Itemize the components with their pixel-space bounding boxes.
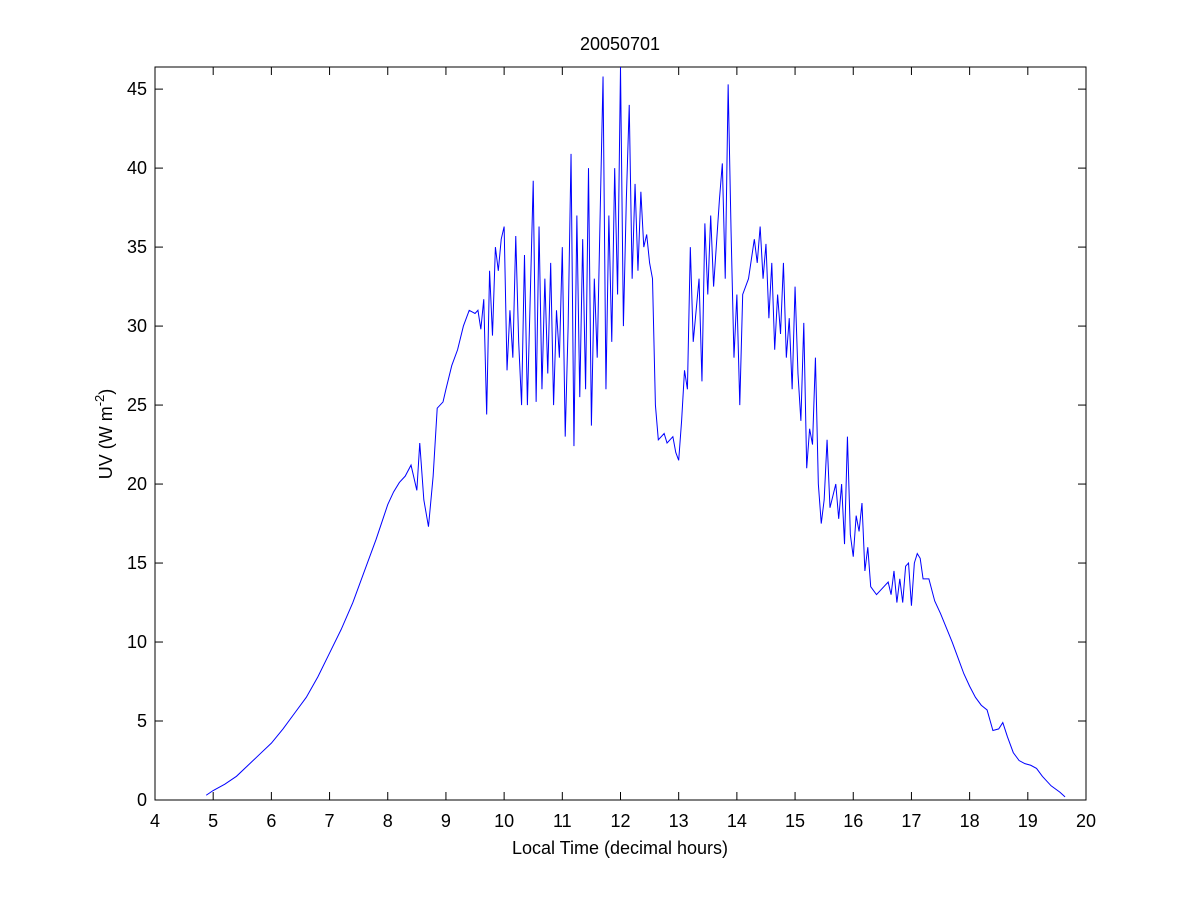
x-tick-label: 7 — [325, 811, 335, 831]
y-tick-label: 15 — [127, 553, 147, 573]
y-tick-label: 40 — [127, 158, 147, 178]
x-tick-label: 9 — [441, 811, 451, 831]
y-axis-label-exponent: -2 — [92, 395, 107, 407]
x-tick-label: 12 — [610, 811, 630, 831]
x-tick-label: 17 — [901, 811, 921, 831]
x-tick-label: 15 — [785, 811, 805, 831]
y-tick-label: 45 — [127, 79, 147, 99]
y-tick-label: 0 — [137, 790, 147, 810]
x-tick-label: 14 — [727, 811, 747, 831]
y-tick-label: 35 — [127, 237, 147, 257]
y-tick-label: 30 — [127, 316, 147, 336]
x-tick-label: 13 — [669, 811, 689, 831]
x-tick-label: 8 — [383, 811, 393, 831]
chart-title: 20050701 — [580, 34, 660, 54]
y-tick-label: 5 — [137, 711, 147, 731]
y-axis-label-close: ) — [96, 389, 116, 395]
x-tick-label: 6 — [266, 811, 276, 831]
x-tick-label: 16 — [843, 811, 863, 831]
x-tick-label: 20 — [1076, 811, 1096, 831]
y-tick-label: 10 — [127, 632, 147, 652]
x-tick-label: 19 — [1018, 811, 1038, 831]
y-axis-label: UV (W m-2) — [92, 389, 116, 480]
x-tick-label: 11 — [553, 811, 572, 831]
y-axis-label-text: UV (W m — [96, 406, 116, 479]
x-axis-label: Local Time (decimal hours) — [512, 838, 728, 858]
x-tick-label: 10 — [494, 811, 514, 831]
x-tick-label: 5 — [208, 811, 218, 831]
y-tick-label: 20 — [127, 474, 147, 494]
y-tick-label: 25 — [127, 395, 147, 415]
x-tick-label: 18 — [960, 811, 980, 831]
x-tick-label: 4 — [150, 811, 160, 831]
data-line — [205, 66, 1066, 798]
